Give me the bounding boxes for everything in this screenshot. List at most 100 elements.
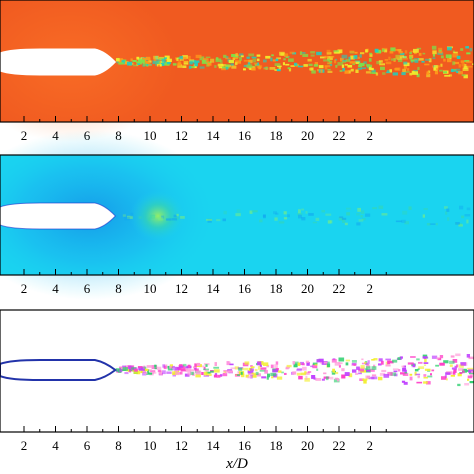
wake-speck	[205, 61, 212, 64]
wake-speck	[329, 64, 333, 67]
wake-speck	[254, 369, 258, 372]
x-tick-label: 14	[207, 438, 221, 453]
wake-speck	[262, 362, 269, 366]
wake-speck	[183, 60, 189, 65]
wake-speck	[284, 53, 289, 57]
wake-speck	[400, 52, 405, 55]
wake-speck	[354, 55, 358, 57]
wake-speck	[293, 363, 298, 368]
x-tick-label: 20	[301, 128, 314, 143]
wake-speck	[163, 365, 167, 370]
x-tick-label: 18	[270, 128, 283, 143]
wake-speck	[239, 56, 242, 61]
wake-speck	[320, 56, 326, 59]
wake-speck	[461, 74, 466, 77]
wake-speck	[253, 62, 258, 65]
x-tick-label: 4	[52, 438, 59, 453]
wake-speck	[464, 383, 470, 386]
wake-speck	[365, 71, 371, 74]
wake-speck	[207, 62, 212, 66]
wake-speck	[231, 54, 236, 57]
wake-speck	[116, 60, 119, 64]
x-tick-label: 2	[21, 128, 28, 143]
wake-speck	[129, 370, 132, 373]
wake-speck	[145, 56, 151, 61]
wake-speck	[443, 71, 447, 74]
wake-speck	[450, 69, 457, 72]
wake-speck	[401, 72, 406, 76]
x-tick-label: 16	[238, 128, 252, 143]
wake-speck	[178, 367, 181, 371]
wake-speck	[164, 61, 167, 66]
wake-speck	[127, 61, 133, 66]
wake-speck	[331, 373, 336, 375]
wake-speck	[292, 371, 297, 375]
wake-speck	[220, 59, 223, 64]
wake-speck	[409, 51, 412, 55]
wake-speck	[328, 60, 333, 63]
wake-speck	[127, 215, 133, 219]
wake-speck	[243, 68, 246, 71]
wake-speck	[472, 63, 474, 65]
wake-speck	[370, 368, 375, 372]
wake-speck	[430, 373, 432, 376]
wake-speck	[243, 64, 248, 68]
wake-speck	[346, 207, 352, 210]
wake-speck	[452, 53, 459, 58]
wake-speck	[460, 60, 465, 63]
wake-speck	[251, 67, 256, 71]
wake-speck	[190, 66, 195, 69]
wake-speck	[327, 56, 333, 60]
wake-speck	[458, 364, 464, 368]
wake-speck	[438, 51, 443, 54]
panel-middle-x-ticks: 2 4 6 8 10 12 14 16 18 20 22 2	[21, 269, 387, 296]
x-tick-label: 22	[333, 128, 346, 143]
wake-speck	[172, 365, 175, 368]
wake-speck	[316, 51, 322, 56]
wake-speck	[360, 67, 366, 69]
wake-speck	[435, 222, 438, 226]
wake-speck	[162, 364, 165, 368]
wake-speck	[232, 58, 236, 61]
panel-top-body	[0, 48, 117, 76]
wake-speck	[348, 56, 351, 61]
wake-speck	[130, 212, 134, 217]
x-tick-label: 2	[367, 281, 374, 296]
wake-speck	[302, 53, 309, 57]
x-tick-label: 8	[115, 281, 122, 296]
wake-speck	[416, 47, 422, 50]
wake-speck	[390, 372, 397, 376]
wake-speck	[323, 59, 329, 62]
wake-speck	[263, 67, 269, 70]
wake-speck	[213, 366, 220, 369]
wake-speck	[408, 206, 412, 210]
wake-speck	[335, 64, 338, 68]
wake-speck	[132, 60, 137, 62]
wake-speck	[223, 54, 227, 58]
wake-speck	[232, 57, 238, 60]
wake-speck	[308, 213, 314, 216]
wake-speck	[360, 210, 365, 214]
wake-speck	[326, 49, 331, 54]
wake-speck	[449, 360, 455, 364]
wake-speck	[275, 58, 279, 62]
wake-speck	[312, 221, 317, 224]
wake-speck	[122, 214, 126, 217]
wake-speck	[460, 372, 463, 374]
wake-speck	[234, 366, 239, 370]
wake-speck	[199, 56, 205, 61]
wake-speck	[330, 376, 334, 380]
wake-speck	[333, 378, 340, 383]
wake-speck	[121, 60, 125, 64]
wake-speck	[404, 372, 408, 374]
wake-speck	[301, 363, 305, 366]
wake-speck	[344, 372, 350, 376]
wake-speck	[179, 364, 183, 367]
wake-speck	[431, 45, 437, 50]
wake-speck	[467, 367, 474, 370]
wake-speck	[246, 64, 253, 68]
wake-speck	[350, 68, 354, 72]
wake-speck	[341, 374, 346, 379]
wake-speck	[219, 374, 223, 377]
wake-speck	[166, 218, 172, 221]
